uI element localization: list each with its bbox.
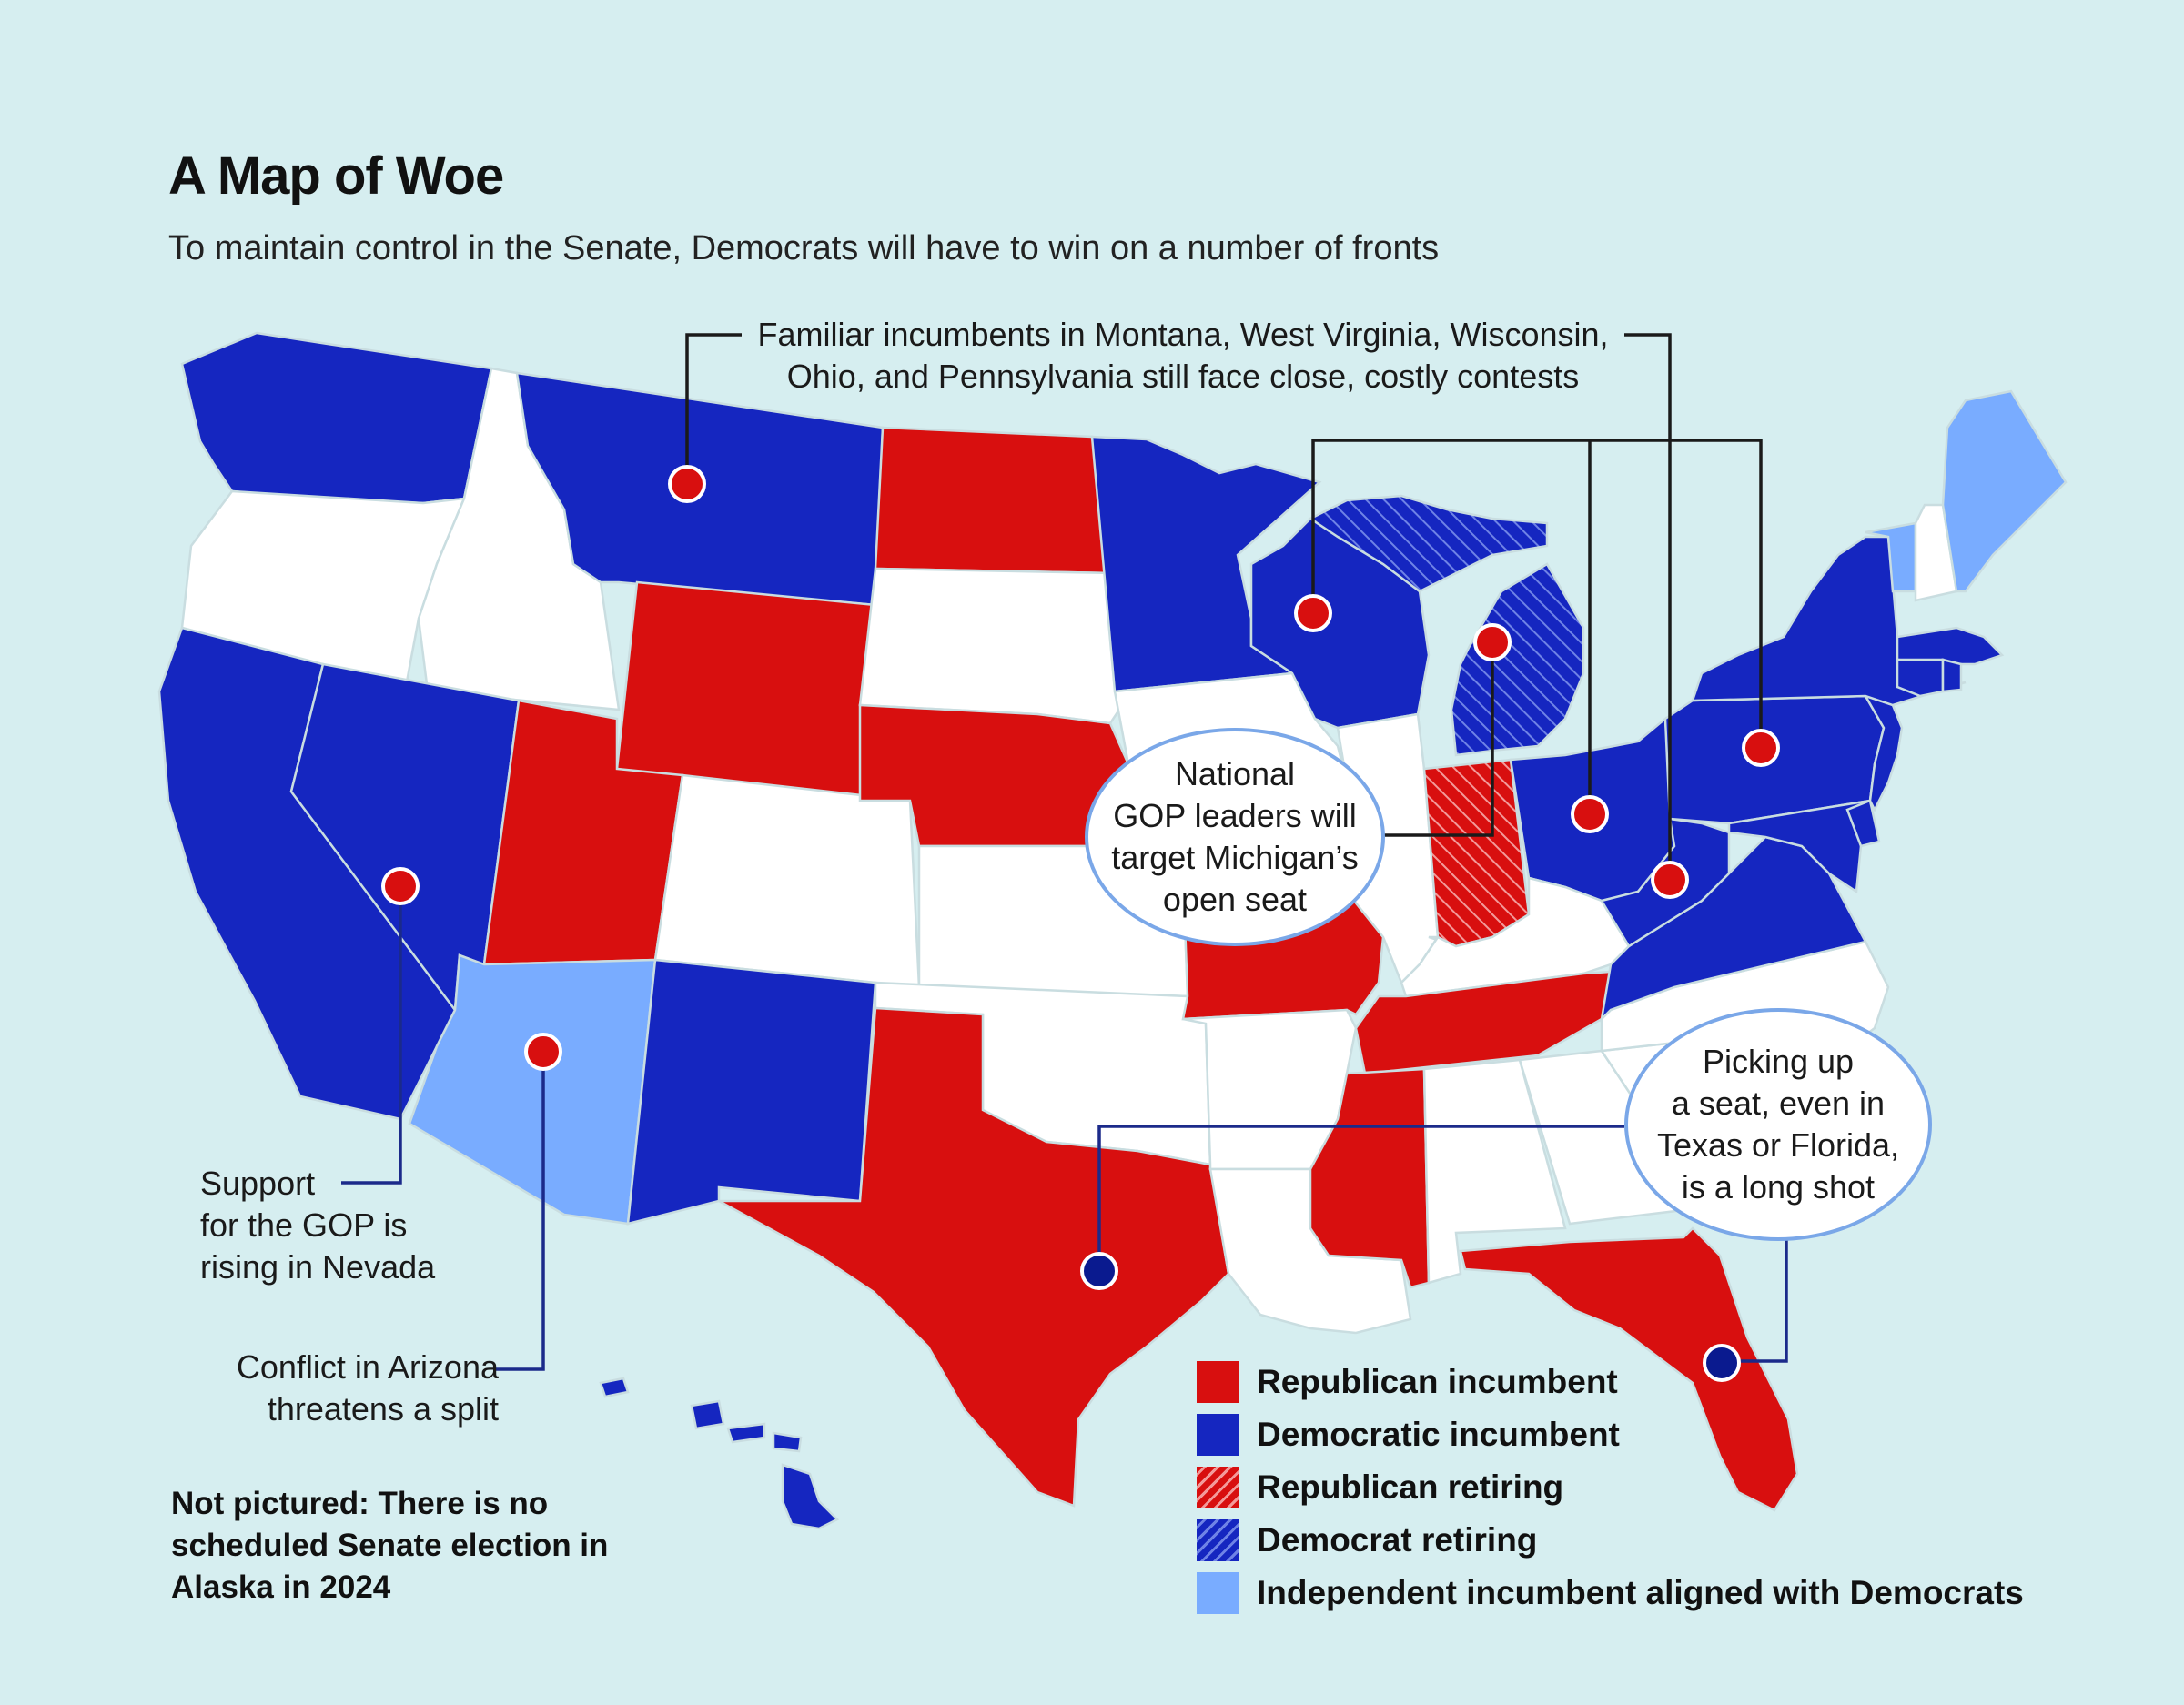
leader-texas — [1097, 1125, 1624, 1271]
leader-florida — [1722, 1239, 1788, 1363]
marker-pa — [1742, 729, 1780, 767]
annotation-arizona-line-2: threatens a split — [267, 1390, 499, 1428]
map-legend: Republican incumbent Democratic incumben… — [1197, 1356, 2024, 1619]
state-de — [1845, 799, 1881, 848]
annotation-nevada-line-2: for the GOP is — [200, 1206, 408, 1244]
state-mi — [1450, 562, 1585, 757]
state-hi-3 — [726, 1422, 766, 1444]
bubble-michigan-line-4: open seat — [1162, 881, 1308, 918]
legend-label: Republican incumbent — [1257, 1363, 1618, 1400]
bubble-michigan-line-1: National — [1174, 755, 1296, 792]
legend-label: Republican retiring — [1257, 1468, 1564, 1506]
marker-fl — [1703, 1344, 1741, 1382]
bubble-michigan: National GOP leaders will target Michiga… — [1085, 728, 1385, 946]
legend-swatch-independent — [1197, 1572, 1239, 1614]
state-hi-1 — [599, 1377, 630, 1398]
bubble-michigan-line-2: GOP leaders will — [1113, 797, 1357, 834]
bubble-michigan-line-3: target Michigan’s — [1111, 839, 1359, 876]
annotation-arizona: Conflict in Arizona threatens a split — [207, 1347, 499, 1430]
marker-wv — [1651, 861, 1689, 899]
legend-item-democratic-incumbent: Democratic incumbent — [1197, 1408, 2024, 1461]
annotation-familiar-incumbents: Familiar incumbents in Montana, West Vir… — [742, 314, 1624, 398]
state-nm — [626, 958, 877, 1226]
state-nj — [1863, 693, 1904, 812]
legend-label: Independent incumbent aligned with Democ… — [1257, 1574, 2024, 1611]
state-hi-5 — [781, 1463, 840, 1530]
legend-label: Democrat retiring — [1257, 1521, 1538, 1559]
leader-michigan — [1379, 641, 1494, 837]
legend-item-republican-retiring: Republican retiring — [1197, 1461, 2024, 1514]
state-fl — [1459, 1226, 1799, 1512]
annotation-familiar-line-1: Familiar incumbents in Montana, West Vir… — [757, 316, 1609, 353]
map-subtitle: To maintain control in the Senate, Democ… — [168, 229, 1440, 267]
state-hi-4 — [772, 1431, 803, 1453]
bubble-tf-line-3: Texas or Florida, — [1656, 1126, 1900, 1164]
state-hi-2 — [690, 1399, 725, 1430]
marker-tx — [1080, 1252, 1118, 1290]
state-vt — [1865, 521, 1917, 593]
leader-nevada — [341, 886, 402, 1185]
state-markers — [381, 465, 1780, 1382]
bubble-tf-line-2: a seat, even in — [1671, 1085, 1886, 1122]
leader-familiar-right — [1624, 333, 1672, 872]
marker-nv — [381, 867, 420, 905]
state-nd — [874, 426, 1117, 575]
leader-arizona — [496, 1052, 545, 1371]
marker-mi — [1473, 623, 1512, 661]
not-pictured-note: Not pictured: There is no scheduled Sena… — [171, 1486, 609, 1605]
legend-swatch-democratic — [1197, 1414, 1239, 1456]
state-sd — [858, 567, 1121, 725]
state-in — [1422, 758, 1531, 948]
state-tx — [718, 1006, 1230, 1508]
state-wa — [180, 331, 493, 505]
bubble-tf-line-1: Picking up — [1702, 1043, 1855, 1080]
annotation-arizona-line-1: Conflict in Arizona — [236, 1348, 499, 1386]
legend-item-republican-incumbent: Republican incumbent — [1197, 1356, 2024, 1408]
annotation-nevada: Support for the GOP is rising in Nevada — [200, 1163, 473, 1288]
leader-wisconsin — [1311, 439, 1763, 748]
state-ky — [1400, 876, 1631, 998]
legend-swatch-republican-retiring — [1197, 1467, 1239, 1508]
marker-az — [524, 1033, 562, 1071]
marker-wi — [1294, 594, 1332, 632]
leader-montana — [685, 333, 742, 479]
annotation-nevada-line-3: rising in Nevada — [200, 1248, 436, 1286]
legend-swatch-democrat-retiring — [1197, 1519, 1239, 1561]
legend-item-democrat-retiring: Democrat retiring — [1197, 1514, 2024, 1567]
legend-label: Democratic incumbent — [1257, 1416, 1620, 1453]
state-ct — [1896, 658, 1945, 698]
state-mi-up — [1308, 494, 1549, 593]
annotation-familiar-line-2: Ohio, and Pennsylvania still face close,… — [786, 358, 1580, 395]
bubble-tf-line-4: is a long shot — [1681, 1168, 1876, 1206]
state-ri — [1941, 658, 1963, 693]
legend-item-independent-incumbent: Independent incumbent aligned with Democ… — [1197, 1567, 2024, 1619]
marker-mt — [668, 465, 706, 503]
state-co — [653, 773, 921, 989]
map-title: A Map of Woe — [168, 146, 504, 206]
legend-swatch-republican — [1197, 1361, 1239, 1403]
state-me — [1941, 389, 2068, 593]
annotation-nevada-line-1: Support — [200, 1165, 316, 1202]
bubble-texas-florida: Picking up a seat, even in Texas or Flor… — [1624, 1008, 1932, 1241]
marker-oh — [1571, 795, 1609, 833]
